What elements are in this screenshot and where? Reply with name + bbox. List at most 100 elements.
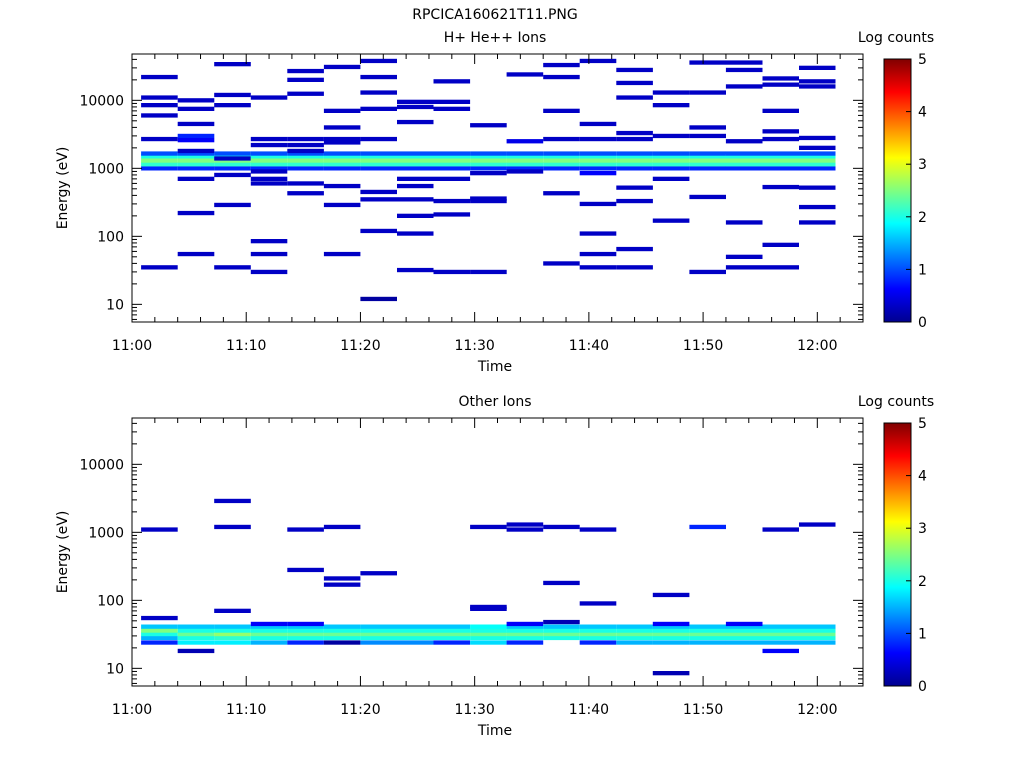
heatmap-cell <box>762 82 799 87</box>
heatmap-cell <box>250 162 288 167</box>
heatmap-cell <box>762 648 799 654</box>
heatmap-cell <box>470 628 507 633</box>
heatmap-cell <box>250 181 288 186</box>
colorbar-tick-label: 5 <box>918 52 927 68</box>
heatmap-cell <box>799 151 836 156</box>
heatmap-cell <box>214 640 251 645</box>
heatmap-cell <box>397 176 434 181</box>
heatmap-cell <box>397 231 434 236</box>
heatmap-cell <box>397 151 434 156</box>
heatmap-cell <box>214 628 251 633</box>
heatmap-cell <box>579 231 617 236</box>
heatmap-cell <box>506 621 544 627</box>
heatmap-cell <box>652 592 690 598</box>
heatmap-cell <box>762 265 799 270</box>
heatmap-cell <box>397 158 434 163</box>
heatmap-cell <box>470 640 507 645</box>
heatmap-cell <box>323 640 361 645</box>
heatmap-cell <box>689 151 726 156</box>
heatmap-cell <box>652 151 690 156</box>
heatmap-cell <box>287 191 324 196</box>
x-axis-ticks: 11:00 11:10 11:20 11:30 11:40 11:50 12:00 <box>112 54 864 354</box>
heatmap-cell <box>360 58 397 64</box>
heatmap-cell <box>177 210 215 216</box>
y-axis-label: Energy (eV) <box>55 147 71 230</box>
x-tick-label: 11:10 <box>226 338 266 354</box>
heatmap-cell <box>579 624 617 629</box>
heatmap-cell <box>287 154 324 159</box>
heatmap-cell <box>141 631 178 637</box>
heatmap-cell <box>652 103 690 108</box>
heatmap-cell <box>543 624 580 629</box>
heatmap-cell <box>433 212 471 217</box>
heatmap-cell <box>214 172 251 178</box>
heatmap-cell <box>470 154 507 159</box>
heatmap-cell <box>141 103 178 108</box>
heatmap-cell <box>543 191 580 196</box>
y-tick-label: 1000 <box>88 525 124 541</box>
colorbar-tick-label: 4 <box>918 105 927 121</box>
heatmap-cell <box>652 671 690 676</box>
x-tick-label: 11:00 <box>112 338 152 354</box>
heatmap-cell <box>141 95 178 100</box>
heatmap-cell <box>506 72 544 77</box>
heatmap-cell <box>506 631 544 637</box>
heatmap-cell <box>579 635 617 641</box>
heatmap-cell <box>689 628 726 633</box>
heatmap-cell <box>689 166 726 171</box>
heatmap-cell <box>287 162 324 167</box>
heatmap-cell <box>250 269 288 275</box>
x-tick-label: 11:20 <box>340 702 380 718</box>
heatmap-cell <box>799 624 836 629</box>
heatmap-cell <box>652 628 690 633</box>
heatmap-cell <box>762 136 799 142</box>
heatmap-cell <box>470 635 507 641</box>
colorbar-tick-label: 3 <box>918 521 927 537</box>
heatmap-cell <box>323 635 361 641</box>
heatmap-cell <box>652 158 690 163</box>
heatmap-cell <box>250 628 288 633</box>
heatmap-cell <box>250 142 288 148</box>
heatmap-cell <box>762 166 799 171</box>
heatmap-cell <box>177 158 215 163</box>
heatmap-cell <box>579 251 617 257</box>
heatmap-cell <box>287 158 324 163</box>
heatmap-cell <box>725 640 763 645</box>
heatmap-cell <box>250 176 288 181</box>
heatmap-cell <box>433 269 471 275</box>
heatmap-cell <box>579 640 617 645</box>
heatmap-cell <box>214 166 251 171</box>
heatmap-cell <box>725 67 763 73</box>
heatmap-cell <box>506 624 544 629</box>
heatmap-cell <box>433 154 471 159</box>
heatmap-cell <box>177 251 215 257</box>
heatmap-cell <box>762 624 799 629</box>
heatmap-cell <box>323 166 361 171</box>
heatmap-cell <box>250 158 288 163</box>
heatmap-cell <box>725 254 763 259</box>
heatmap-cell <box>689 60 726 65</box>
heatmap-cell <box>652 624 690 629</box>
heatmap-cell <box>543 631 580 637</box>
x-axis-ticks: 11:00 11:10 11:20 11:30 11:40 11:50 12:00 <box>112 418 864 718</box>
heatmap-cell <box>250 166 288 171</box>
heatmap-cell <box>323 162 361 167</box>
heatmap-cell <box>616 130 653 136</box>
heatmap-cell <box>177 631 215 637</box>
y-tick-label: 10000 <box>79 457 124 473</box>
heatmap-cell <box>506 158 544 163</box>
heatmap-cell <box>323 576 361 581</box>
x-axis-label: Time <box>477 723 512 739</box>
heatmap-cell <box>725 635 763 641</box>
heatmap-cell <box>579 162 617 167</box>
heatmap-cell <box>616 154 653 159</box>
heatmap-cell <box>543 619 580 625</box>
heatmap-cell <box>543 108 580 113</box>
heatmap-cell <box>287 142 324 148</box>
heatmap-cell <box>762 184 799 190</box>
heatmap-cell <box>141 635 178 641</box>
heatmap-cell <box>360 631 397 637</box>
heatmap-cell <box>762 640 799 645</box>
